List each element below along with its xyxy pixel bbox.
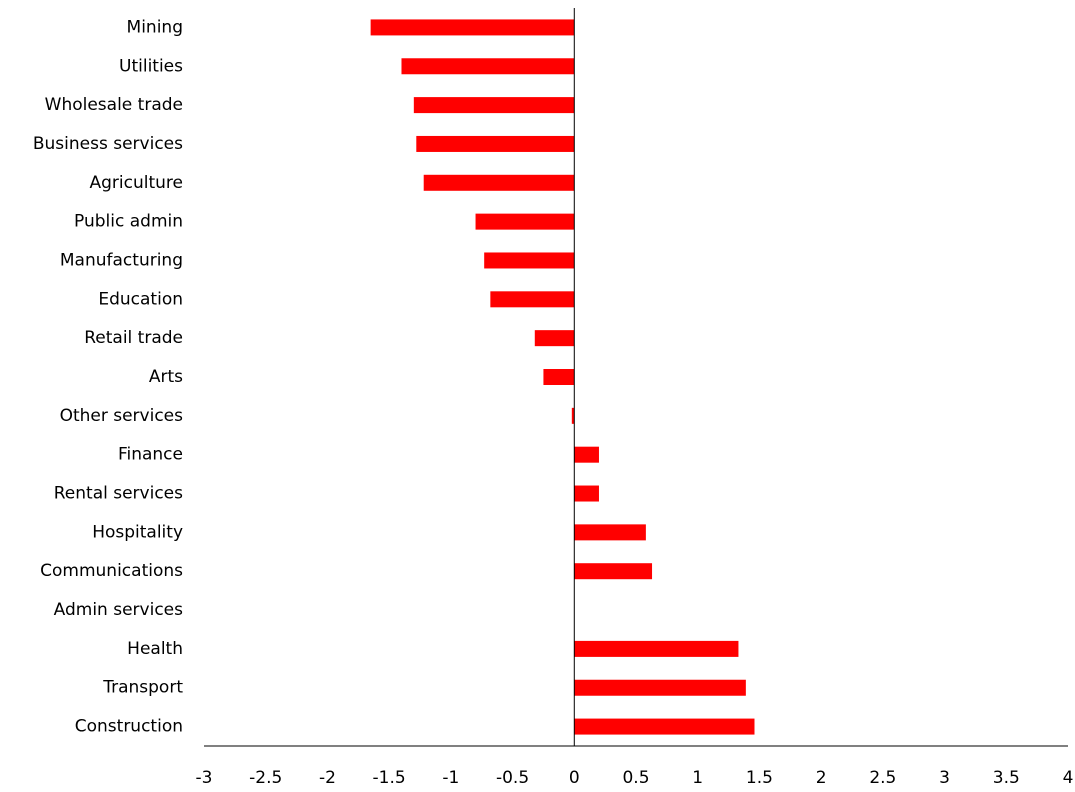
x-tick-label: 0 [569,768,580,788]
bar [534,330,575,347]
x-tick-label: 2 [816,768,827,788]
bar [484,252,575,269]
x-tick-label: -1.5 [373,768,406,788]
y-tick-label: Finance [118,445,183,465]
x-tick-label: 3 [939,768,950,788]
x-tick-label: -2.5 [249,768,282,788]
y-tick-label: Arts [149,367,183,387]
bar [574,524,646,541]
bar [574,446,599,463]
bar [574,640,739,657]
bar [574,485,599,502]
bar [543,369,575,385]
y-tick-label: Wholesale trade [45,95,183,115]
bar [413,97,575,114]
bar [574,563,653,580]
x-tick-label: 2.5 [869,768,896,788]
y-tick-label: Construction [75,717,183,737]
x-tick-label: 3.5 [993,768,1020,788]
y-tick-label: Other services [60,406,184,426]
y-tick-label: Education [98,289,183,309]
x-tick-label: 4 [1063,768,1074,788]
y-tick-label: Public admin [74,212,183,232]
bar [490,291,575,308]
y-tick-label: Transport [102,678,183,698]
bar [574,679,746,696]
y-tick-label: Business services [33,134,183,154]
bar [401,58,575,75]
y-tick-label: Communications [40,561,183,581]
x-tick-label: -2 [319,768,336,788]
bar [370,19,575,36]
x-tick-label: -0.5 [496,768,529,788]
x-tick-label: 1.5 [746,768,773,788]
bar [423,174,575,191]
y-tick-label: Mining [127,17,183,37]
x-tick-label: 0.5 [622,768,649,788]
y-tick-label: Rental services [54,484,183,504]
bar [475,213,575,230]
y-tick-label: Utilities [119,56,183,76]
x-tick-label: -3 [196,768,213,788]
y-tick-label: Hospitality [92,522,183,542]
x-tick-label: -1 [442,768,459,788]
y-tick-label: Admin services [54,600,183,620]
y-tick-label: Health [127,639,183,659]
y-tick-label: Manufacturing [60,250,183,270]
x-tick-label: 1 [692,768,703,788]
bar [574,718,755,735]
bar [571,407,575,424]
y-tick-label: Retail trade [84,328,183,348]
bar [416,135,575,152]
y-tick-label: Agriculture [90,173,184,193]
